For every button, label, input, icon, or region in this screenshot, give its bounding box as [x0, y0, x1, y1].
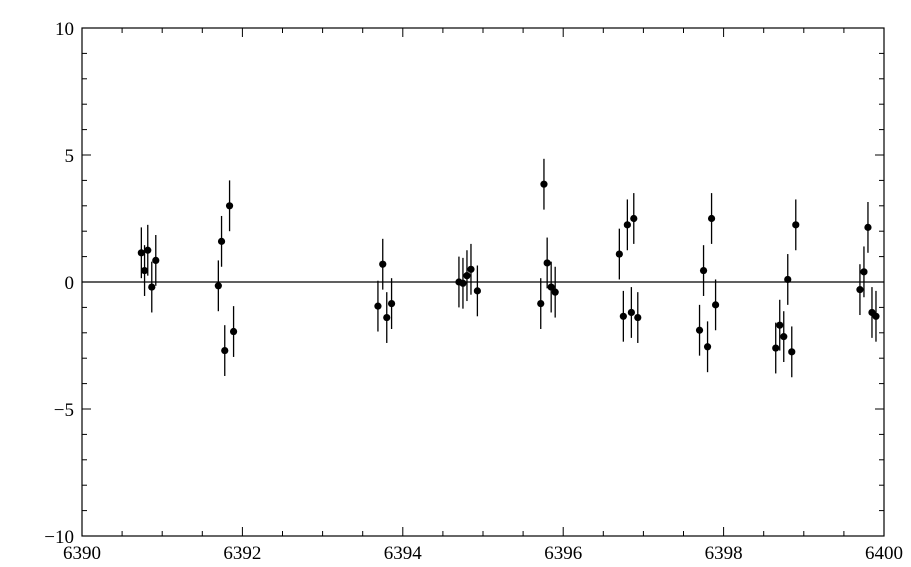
x-tick-label: 6394 [384, 543, 423, 564]
data-point [860, 268, 868, 276]
data-point [459, 279, 467, 287]
data-point [634, 313, 642, 322]
data-point [383, 313, 391, 322]
x-tick-label: 6392 [223, 543, 261, 564]
x-tick-label: 6396 [544, 543, 582, 564]
data-point [387, 299, 396, 308]
y-tick-label: 0 [65, 273, 75, 294]
data-point [615, 250, 623, 258]
data-point [792, 221, 800, 229]
data-point [695, 326, 704, 334]
data-point [540, 180, 548, 188]
data-point [217, 237, 226, 245]
axis-tick-labels: 6390 6392 6394 6396 6398 6400 −10 −5 0 5 10 [44, 19, 903, 564]
data-point [140, 266, 149, 275]
data-points [137, 180, 880, 356]
data-point [473, 287, 481, 295]
data-point [537, 299, 545, 308]
data-point [699, 266, 708, 275]
data-point [374, 302, 382, 310]
data-point [788, 348, 796, 356]
data-point [225, 202, 234, 210]
data-point [872, 312, 880, 320]
data-point [137, 249, 145, 257]
data-point [467, 265, 475, 273]
y-tick-label: 5 [65, 146, 75, 167]
data-point [630, 214, 638, 223]
axis-ticks [81, 27, 885, 537]
data-point [379, 260, 387, 268]
y-tick-label: 10 [55, 19, 74, 40]
data-point [619, 312, 627, 320]
data-point [543, 259, 551, 267]
data-point [707, 214, 716, 223]
data-point [784, 275, 792, 284]
data-point [144, 246, 152, 254]
data-point [547, 283, 555, 291]
error-bars [140, 158, 877, 378]
y-tick-label: −5 [54, 400, 74, 421]
data-point [148, 283, 156, 291]
data-point [627, 308, 635, 317]
data-point [780, 333, 788, 341]
data-point [703, 343, 712, 351]
y-tick-label: −10 [44, 527, 74, 548]
data-point [623, 221, 631, 229]
data-point [221, 346, 229, 355]
data-point [463, 272, 471, 280]
data-point [152, 256, 160, 265]
data-point [551, 288, 559, 296]
x-tick-label: 6400 [865, 543, 903, 564]
data-point [776, 321, 784, 329]
data-point [772, 344, 780, 352]
x-tick-label: 6398 [705, 543, 743, 564]
x-tick-label: 6390 [63, 543, 101, 564]
data-point [711, 301, 720, 309]
data-point [856, 286, 864, 294]
data-point [229, 327, 238, 336]
data-point [864, 223, 872, 231]
data-point [214, 282, 222, 290]
